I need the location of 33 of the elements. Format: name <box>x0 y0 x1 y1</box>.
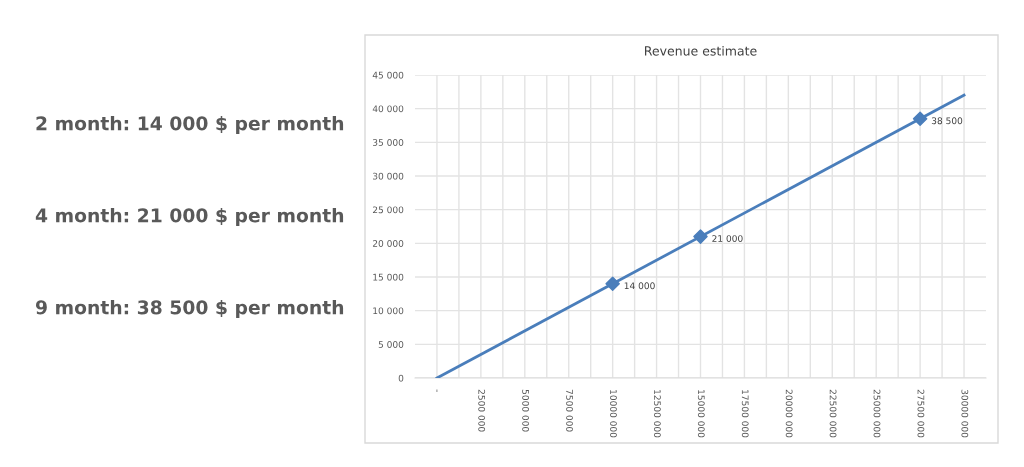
y-tick-label: 20 000 <box>372 240 404 247</box>
y-tick-label: 0 <box>398 374 404 382</box>
y-tick-label: 15 000 <box>373 273 404 281</box>
x-tick-label: 2500 000 <box>478 389 486 432</box>
point <box>912 111 928 127</box>
text: 4 month: 21 000 $ per month <box>35 207 344 227</box>
x-tick-label: 7500 000 <box>566 389 573 432</box>
y-tick-label: 35 000 <box>372 139 404 146</box>
y-tick-label: 45 000 <box>372 71 404 79</box>
x-tick-label: 30000 000 <box>961 389 969 438</box>
x-tick-label: 20000 000 <box>785 389 793 438</box>
x-tick-label: 10000 000 <box>610 390 617 438</box>
y-tick-label: 5 000 <box>378 341 404 348</box>
data-label: 21 000 <box>712 235 743 242</box>
data-label: 38 500 <box>931 117 963 125</box>
text: 2 month: 14 000 $ per month <box>36 115 344 135</box>
y-tick-label: 10 000 <box>373 307 404 315</box>
x-tick-label: 25000 000 <box>873 389 881 438</box>
x-tick-label: 22500 000 <box>829 389 837 438</box>
x-tick-label: 12500 000 <box>653 390 661 438</box>
point <box>605 276 620 292</box>
text: 9 month: 38 500 $ per month <box>35 299 344 319</box>
chart-title: Revenue estimate <box>645 45 757 56</box>
point <box>693 229 708 244</box>
x-tick-label: 5000 000 <box>522 389 530 432</box>
x-tick-label: 15000 000 <box>697 390 705 438</box>
y-tick-label: 25 000 <box>372 206 404 214</box>
x-tick-label: 17500 000 <box>741 390 749 438</box>
x-tick-label: - <box>436 389 438 392</box>
x-tick-label: 27500 000 <box>917 389 925 438</box>
data-label: 14 000 <box>624 282 655 290</box>
y-tick-label: 40 000 <box>372 105 404 113</box>
y-tick-label: 30 000 <box>372 172 404 180</box>
